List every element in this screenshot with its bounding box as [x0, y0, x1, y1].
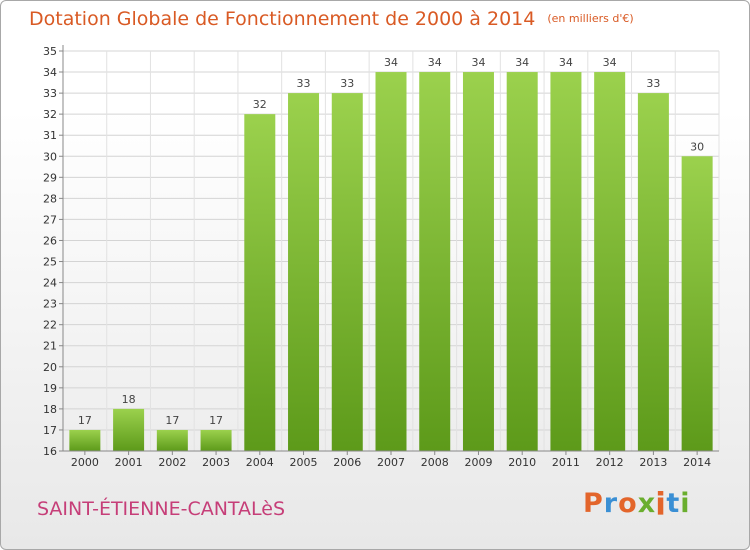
- axes: 16 17 18 19 20 21 22 23 24 25 26 27 28 29 30 31 32 33 34 35…: [43, 45, 719, 469]
- x-tick-label: 2005: [290, 456, 318, 469]
- y-tick-label: 32: [43, 108, 57, 121]
- data-label: 32: [253, 98, 267, 111]
- y-tick-label: 31: [43, 129, 57, 142]
- bar-2012: [594, 72, 626, 451]
- data-label: 34: [471, 56, 485, 69]
- data-label: 17: [165, 414, 179, 427]
- y-tick-label: 21: [43, 340, 57, 353]
- bar-2001: [113, 408, 145, 451]
- y-tick-label: 26: [43, 234, 57, 247]
- bar-2009: [462, 72, 494, 451]
- data-label: 18: [122, 393, 136, 406]
- y-tick-label: 30: [43, 150, 57, 163]
- data-label: 33: [646, 77, 660, 90]
- bar-2010: [506, 72, 538, 451]
- y-tick-label: 20: [43, 361, 57, 374]
- data-label: 34: [384, 56, 398, 69]
- logo-letter: P: [583, 488, 604, 519]
- x-tick-label: 2000: [71, 456, 99, 469]
- title-text: Dotation Globale de Fonctionnement de 20…: [29, 8, 536, 30]
- bar-2003: [200, 429, 232, 451]
- bar-2002: [156, 429, 188, 451]
- data-label: 30: [690, 140, 704, 153]
- x-tick-label: 2008: [421, 456, 449, 469]
- data-label: 33: [340, 77, 354, 90]
- chart-title: Dotation Globale de Fonctionnement de 20…: [29, 8, 634, 30]
- bars: [69, 72, 713, 452]
- unit-label: (en milliers d'€): [547, 12, 634, 25]
- data-label: 34: [428, 56, 442, 69]
- bar-2014: [681, 156, 713, 451]
- y-tick-label: 25: [43, 256, 57, 269]
- commune-name: SAINT-ÉTIENNE-CANTALèS: [37, 498, 286, 520]
- data-label: 34: [515, 56, 529, 69]
- logo-letter: t: [666, 488, 681, 519]
- x-tick-label: 2011: [552, 456, 580, 469]
- x-tick-label: 2003: [202, 456, 230, 469]
- logo-letter: i: [655, 486, 668, 523]
- logo-letter: o: [618, 488, 638, 519]
- x-tick-label: 2012: [596, 456, 624, 469]
- bar-2011: [550, 72, 582, 451]
- x-tick-label: 2007: [377, 456, 405, 469]
- y-tick-label: 35: [43, 45, 57, 58]
- x-tick-label: 2002: [158, 456, 186, 469]
- logo-letter: r: [603, 488, 619, 519]
- bar-2008: [419, 72, 451, 451]
- y-tick-label: 28: [43, 192, 57, 205]
- y-tick-label: 19: [43, 382, 57, 395]
- y-tick-label: 22: [43, 319, 57, 332]
- y-tick-label: 27: [43, 213, 57, 226]
- y-tick-label: 16: [43, 445, 57, 458]
- y-tick-label: 34: [43, 66, 57, 79]
- logo-letter: x: [637, 488, 657, 519]
- y-tick-label: 17: [43, 424, 57, 437]
- bar-2013: [637, 93, 669, 452]
- data-label: 34: [559, 56, 573, 69]
- y-tick-label: 24: [43, 277, 57, 290]
- proxiti-logo[interactable]: Proxiti: [583, 487, 691, 523]
- y-tick-label: 29: [43, 171, 57, 184]
- x-tick-label: 2014: [683, 456, 711, 469]
- data-label: 33: [297, 77, 311, 90]
- x-tick-label: 2006: [333, 456, 361, 469]
- labels: 17 18 17 17 32 33 33 34 34 34 34 34 34 33 30: [78, 56, 704, 427]
- bar-2006: [331, 93, 363, 452]
- y-tick-label: 33: [43, 87, 57, 100]
- x-tick-label: 2013: [639, 456, 667, 469]
- y-tick-label: 18: [43, 403, 57, 416]
- bar-2000: [69, 429, 101, 451]
- data-label: 17: [78, 414, 92, 427]
- x-tick-label: 2004: [246, 456, 274, 469]
- y-tick-label: 23: [43, 298, 57, 311]
- x-tick-label: 2009: [464, 456, 492, 469]
- x-tick-label: 2010: [508, 456, 536, 469]
- bar-2005: [288, 93, 320, 452]
- logo-letter: i: [680, 488, 691, 519]
- data-label: 34: [603, 56, 617, 69]
- bar-2004: [244, 114, 276, 451]
- data-label: 17: [209, 414, 223, 427]
- bar-2007: [375, 72, 407, 451]
- x-tick-label: 2001: [115, 456, 143, 469]
